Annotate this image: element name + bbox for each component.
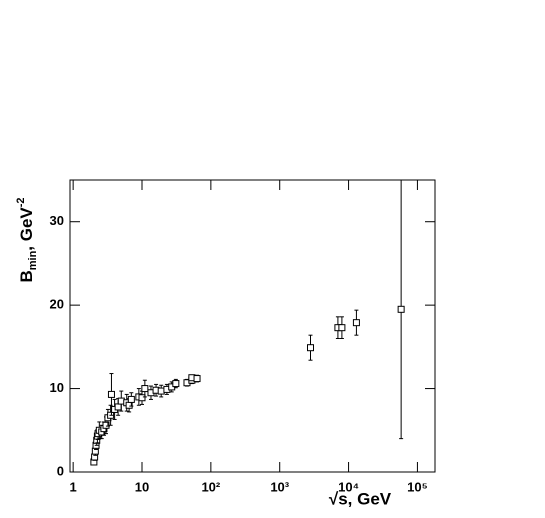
point [107,390,115,398]
point [138,394,146,402]
y-label-main: B [17,270,36,282]
point [338,324,346,332]
y-label-rest: , GeV [17,207,36,251]
y-tick-label: 0 [57,463,64,478]
y-tick-label: 20 [50,297,64,312]
point [193,375,201,383]
y-label-sub: min [27,250,39,270]
point [352,319,360,327]
point [307,344,315,352]
x-tick-label: 10⁴ [338,479,359,494]
y-axis-label: Bmin, GeV-2 [15,197,39,282]
x-tick-label: 10⁵ [407,479,428,494]
x-tick-label: 10³ [270,479,289,494]
plot-frame [69,179,436,473]
x-tick-label: 1 [70,479,77,494]
y-tick-label: 10 [50,380,64,395]
x-tick-label: 10 [135,479,149,494]
point [157,387,165,395]
point [127,395,135,403]
y-tick-label: 30 [50,213,64,228]
point [397,305,405,313]
x-axis-label: √s, GeV [329,489,392,508]
point [141,385,149,393]
point [172,380,180,388]
y-label-sup: -2 [15,197,27,207]
point [114,403,122,411]
x-tick-label: 10² [201,479,220,494]
